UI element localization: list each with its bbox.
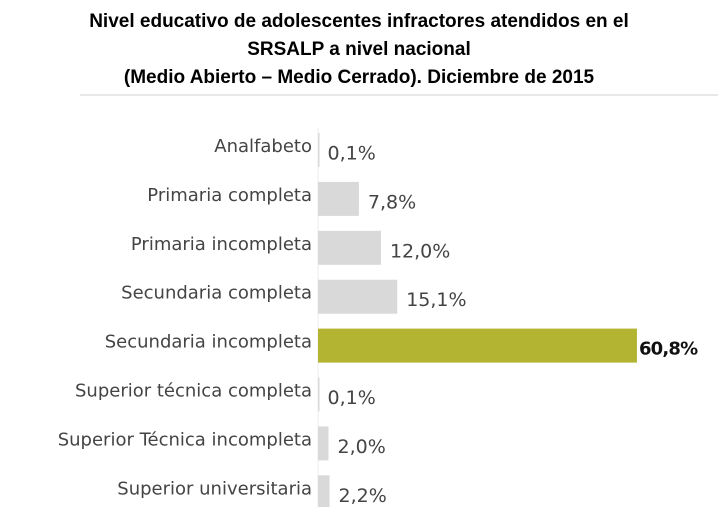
category-label: Superior técnica completa: [75, 381, 312, 402]
category-label: Superior Técnica incompleta: [58, 429, 312, 450]
category-label: Superior universitaria: [117, 478, 312, 499]
bar: [318, 377, 320, 412]
category-label: Analfabeto: [214, 136, 312, 157]
value-label: 12,0%: [390, 240, 450, 262]
category-label: Primaria incompleta: [131, 234, 312, 255]
category-label: Primaria completa: [147, 185, 312, 206]
bar: [318, 279, 398, 314]
chart-title: SRSALP a nivel nacional: [247, 39, 471, 60]
chart-title: (Medio Abierto – Medio Cerrado). Diciemb…: [124, 67, 595, 88]
bar: [318, 181, 359, 216]
value-label: 0,1%: [328, 143, 376, 165]
category-label: Secundaria completa: [121, 283, 312, 304]
bar: [318, 475, 330, 507]
value-label: 0,1%: [328, 387, 376, 409]
value-label: 7,8%: [368, 191, 416, 213]
bar: [318, 328, 637, 363]
value-label: 60,8%: [639, 339, 698, 360]
bar: [318, 426, 329, 461]
bar: [318, 230, 381, 265]
value-label: 15,1%: [406, 289, 466, 311]
bar: [318, 133, 320, 167]
chart-title: Nivel educativo de adolescentes infracto…: [89, 11, 629, 32]
value-label: 2,0%: [337, 436, 385, 458]
category-label: Secundaria incompleta: [105, 332, 312, 353]
value-label: 2,2%: [339, 485, 387, 507]
